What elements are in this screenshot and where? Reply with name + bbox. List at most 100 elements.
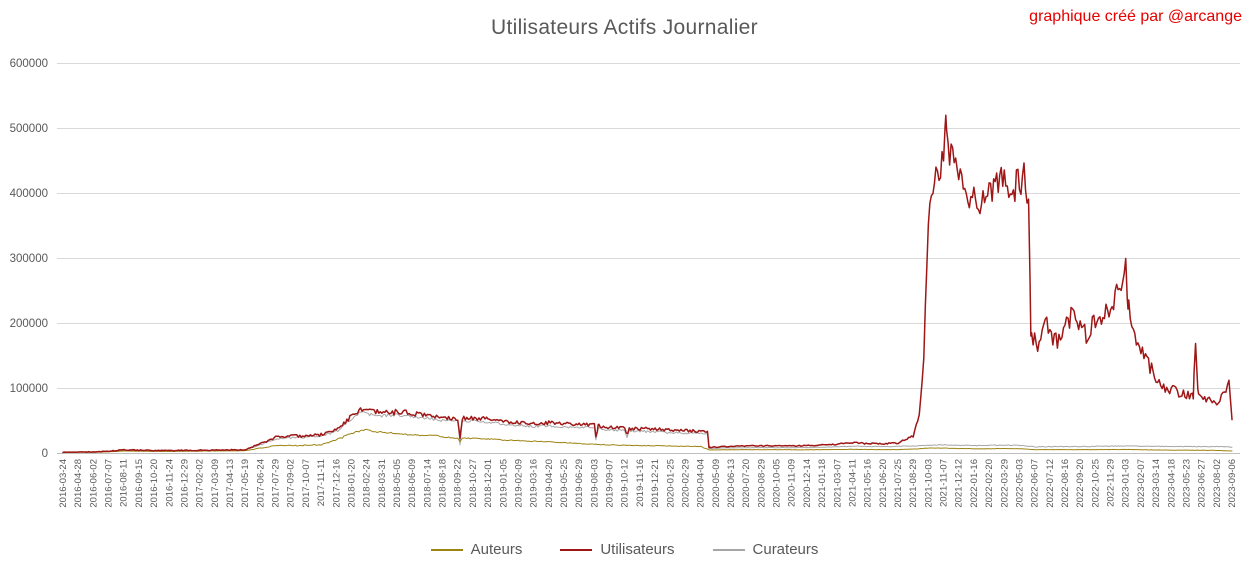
chart-title: Utilisateurs Actifs Journalier: [491, 16, 758, 39]
svg-text:300000: 300000: [10, 253, 48, 265]
svg-text:2017-05-19: 2017-05-19: [240, 459, 251, 508]
svg-text:2018-07-14: 2018-07-14: [422, 459, 433, 508]
svg-text:2023-09-06: 2023-09-06: [1227, 459, 1238, 508]
svg-text:2018-08-18: 2018-08-18: [438, 459, 449, 508]
legend-line-icon: [430, 548, 463, 551]
svg-text:2018-09-22: 2018-09-22: [453, 459, 464, 508]
svg-text:2019-03-16: 2019-03-16: [529, 459, 540, 508]
svg-text:2021-06-20: 2021-06-20: [878, 459, 889, 508]
svg-text:2018-03-31: 2018-03-31: [377, 459, 388, 508]
svg-text:2018-12-01: 2018-12-01: [483, 459, 494, 508]
svg-text:2016-12-29: 2016-12-29: [179, 459, 190, 508]
svg-text:2019-10-12: 2019-10-12: [620, 459, 631, 508]
svg-text:2023-01-03: 2023-01-03: [1121, 459, 1132, 508]
svg-text:2016-08-11: 2016-08-11: [119, 459, 130, 507]
curateurs-line: [62, 411, 1233, 453]
svg-text:2018-10-27: 2018-10-27: [468, 459, 479, 508]
svg-text:2022-05-03: 2022-05-03: [1014, 459, 1025, 508]
watermark-credit: graphique créé par @arcange: [1029, 8, 1242, 25]
svg-text:2023-08-02: 2023-08-02: [1212, 459, 1223, 508]
svg-text:2023-03-14: 2023-03-14: [1151, 459, 1162, 508]
svg-text:2017-06-24: 2017-06-24: [255, 459, 266, 508]
legend-item-auteurs: Auteurs: [430, 541, 523, 558]
svg-text:2020-10-05: 2020-10-05: [772, 459, 783, 508]
legend-label-curateurs: Curateurs: [752, 541, 819, 558]
utilisateurs-line: [62, 114, 1233, 454]
legend-item-utilisateurs: Utilisateurs: [560, 541, 675, 558]
svg-text:2016-10-20: 2016-10-20: [149, 459, 160, 508]
auteurs-line: [62, 428, 1233, 453]
svg-text:2016-03-24: 2016-03-24: [58, 459, 69, 508]
svg-text:2021-08-29: 2021-08-29: [908, 459, 919, 508]
svg-text:2017-10-07: 2017-10-07: [301, 459, 312, 508]
svg-text:2018-06-09: 2018-06-09: [407, 459, 418, 508]
svg-text:2023-04-18: 2023-04-18: [1166, 459, 1177, 508]
svg-text:2022-06-07: 2022-06-07: [1030, 459, 1041, 508]
y-gridlines: [57, 63, 1240, 389]
svg-text:2020-12-14: 2020-12-14: [802, 459, 813, 508]
svg-text:2020-08-29: 2020-08-29: [756, 459, 767, 508]
svg-text:2017-12-16: 2017-12-16: [331, 459, 342, 508]
svg-text:2021-03-07: 2021-03-07: [832, 459, 843, 508]
svg-text:600000: 600000: [10, 58, 48, 70]
svg-text:2022-07-12: 2022-07-12: [1045, 459, 1056, 508]
svg-text:2020-05-09: 2020-05-09: [711, 459, 722, 508]
svg-text:2019-05-25: 2019-05-25: [559, 459, 570, 508]
svg-text:2017-09-02: 2017-09-02: [286, 459, 297, 508]
svg-text:400000: 400000: [10, 188, 48, 200]
svg-text:2021-10-03: 2021-10-03: [923, 459, 934, 508]
svg-text:2022-01-16: 2022-01-16: [969, 459, 980, 508]
svg-text:2022-11-29: 2022-11-29: [1106, 459, 1117, 507]
svg-text:2019-01-05: 2019-01-05: [498, 459, 509, 508]
svg-text:2020-02-29: 2020-02-29: [680, 459, 691, 508]
svg-text:2018-01-20: 2018-01-20: [346, 459, 357, 508]
legend-item-curateurs: Curateurs: [712, 541, 819, 558]
svg-text:200000: 200000: [10, 318, 48, 330]
svg-text:0: 0: [42, 448, 48, 460]
svg-text:2017-04-13: 2017-04-13: [225, 459, 236, 508]
svg-text:2022-03-29: 2022-03-29: [999, 459, 1010, 508]
svg-text:500000: 500000: [10, 123, 48, 135]
svg-text:2019-08-03: 2019-08-03: [589, 459, 600, 508]
svg-text:2017-03-09: 2017-03-09: [210, 459, 221, 508]
svg-text:2022-02-20: 2022-02-20: [984, 459, 995, 508]
legend-line-icon: [560, 548, 593, 551]
svg-text:2018-02-24: 2018-02-24: [362, 459, 373, 508]
svg-text:2023-05-23: 2023-05-23: [1181, 459, 1192, 508]
svg-text:2020-07-20: 2020-07-20: [741, 459, 752, 508]
chart-legend: Auteurs Utilisateurs Curateurs: [0, 541, 1249, 558]
svg-text:2020-11-09: 2020-11-09: [787, 459, 798, 507]
svg-text:2022-09-20: 2022-09-20: [1075, 459, 1086, 508]
svg-text:2020-06-13: 2020-06-13: [726, 459, 737, 508]
svg-text:2021-01-18: 2021-01-18: [817, 459, 828, 508]
svg-text:2016-07-07: 2016-07-07: [104, 459, 115, 508]
svg-text:2022-08-16: 2022-08-16: [1060, 459, 1071, 508]
svg-text:2021-11-07: 2021-11-07: [939, 459, 950, 507]
svg-text:2016-06-02: 2016-06-02: [88, 459, 99, 508]
svg-text:2017-11-11: 2017-11-11: [316, 459, 327, 506]
svg-text:2020-01-25: 2020-01-25: [665, 459, 676, 508]
svg-text:2019-09-07: 2019-09-07: [605, 459, 616, 508]
svg-text:2019-02-09: 2019-02-09: [513, 459, 524, 508]
svg-text:2017-07-29: 2017-07-29: [271, 459, 282, 508]
x-axis-labels: 2016-03-24 2016-04-28 2016-06-02 2016-07-07…: [58, 459, 1238, 508]
svg-text:100000: 100000: [10, 383, 48, 395]
svg-text:2021-12-12: 2021-12-12: [954, 459, 965, 508]
svg-text:2017-02-02: 2017-02-02: [195, 459, 206, 508]
svg-text:2018-05-05: 2018-05-05: [392, 459, 403, 508]
svg-text:2021-04-11: 2021-04-11: [847, 459, 858, 507]
svg-text:2021-05-16: 2021-05-16: [863, 459, 874, 508]
legend-label-utilisateurs: Utilisateurs: [600, 541, 675, 558]
svg-text:2020-04-04: 2020-04-04: [696, 459, 707, 508]
svg-text:2019-11-16: 2019-11-16: [635, 459, 646, 507]
svg-text:2016-09-15: 2016-09-15: [134, 459, 145, 508]
legend-label-auteurs: Auteurs: [470, 541, 523, 558]
svg-text:2023-06-27: 2023-06-27: [1197, 459, 1208, 508]
svg-text:2022-10-25: 2022-10-25: [1090, 459, 1101, 508]
svg-text:2021-07-25: 2021-07-25: [893, 459, 904, 508]
svg-text:2016-11-24: 2016-11-24: [164, 459, 175, 507]
svg-text:2023-02-07: 2023-02-07: [1136, 459, 1147, 508]
